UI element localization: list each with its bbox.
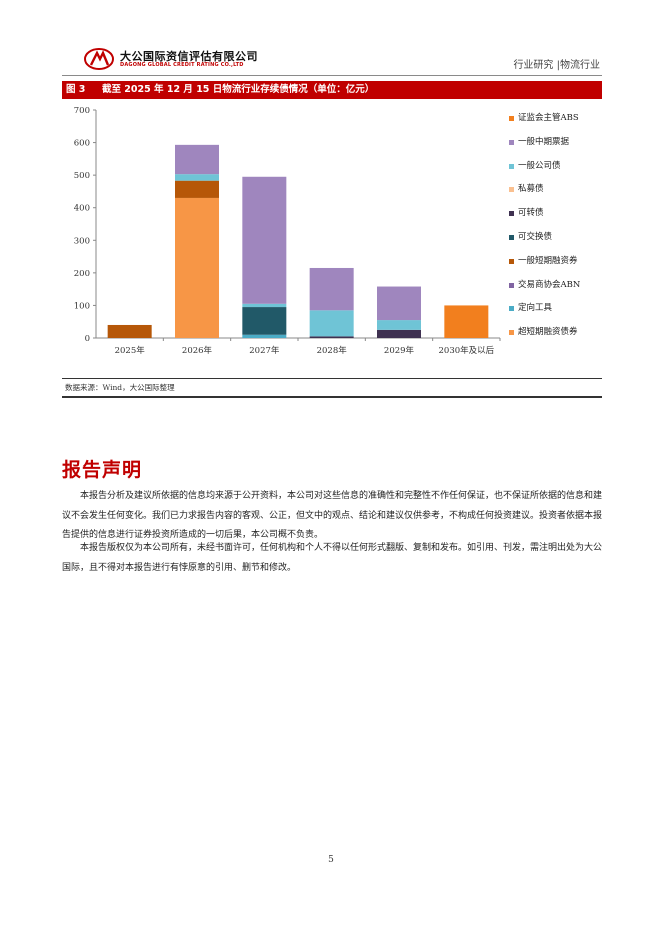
header-divider bbox=[62, 75, 602, 76]
bar-segment bbox=[444, 305, 489, 338]
legend-label: 私募债 bbox=[518, 184, 544, 195]
stacked-bar-chart: 0 100 200 300 400 500 600 700 2025年 2026年 2027年 202… bbox=[62, 100, 602, 375]
bar-segment bbox=[242, 176, 287, 304]
chart-canvas: 0 100 200 300 400 500 600 700 2025年 2026年 2027年 202… bbox=[74, 106, 501, 356]
y-tick-label: 300 bbox=[74, 236, 90, 246]
x-tick-label: 2025年 bbox=[115, 345, 146, 356]
data-source: 数据来源：Wind，大公国际整理 bbox=[65, 383, 175, 392]
source-divider-bottom bbox=[62, 396, 602, 398]
x-tick-label: 2026年 bbox=[182, 345, 213, 356]
bar-segment bbox=[175, 144, 219, 175]
legend-item: 可交换债 bbox=[509, 230, 604, 254]
legend-label: 证监会主管ABS bbox=[518, 113, 579, 123]
bar-segment bbox=[309, 336, 354, 338]
legend-swatch bbox=[509, 258, 514, 264]
x-tick-label: 2028年 bbox=[317, 345, 348, 356]
y-tick-label: 500 bbox=[74, 171, 90, 181]
legend-swatch bbox=[509, 163, 514, 169]
legend-label: 可转债 bbox=[518, 208, 544, 219]
legend-label: 可交换债 bbox=[518, 231, 553, 242]
legend-item: 定向工具 bbox=[509, 301, 604, 325]
bar-segment bbox=[175, 174, 219, 181]
legend-item: 一般公司债 bbox=[509, 159, 604, 183]
figure-number: 图 3 bbox=[66, 84, 86, 95]
legend-swatch bbox=[509, 282, 514, 288]
x-tick-label: 2027年 bbox=[249, 345, 280, 356]
source-divider-top bbox=[62, 378, 602, 379]
bar-segment bbox=[175, 197, 219, 338]
bar-segment bbox=[107, 324, 152, 338]
y-tick-label: 100 bbox=[74, 301, 90, 311]
bar-segment bbox=[242, 307, 287, 335]
legend-item: 一般中期票据 bbox=[509, 135, 604, 159]
y-tick-label: 600 bbox=[74, 139, 90, 149]
legend-swatch bbox=[509, 306, 514, 312]
y-tick-label: 700 bbox=[74, 106, 90, 116]
page-number: 5 bbox=[328, 855, 334, 865]
legend-swatch bbox=[509, 187, 514, 193]
legend-item: 超短期融资债券 bbox=[509, 325, 604, 349]
figure-title-bar: 图 3 截至 2025 年 12 月 15 日物流行业存续债情况（单位：亿元） bbox=[62, 81, 602, 99]
report-category: 行业研究 |物流行业 bbox=[513, 60, 600, 71]
legend-swatch bbox=[509, 116, 514, 121]
page-header: 大公国际资信评估有限公司 DAGONG GLOBAL CREDIT RATING… bbox=[62, 44, 602, 78]
legend-label: 一般短期融资券 bbox=[518, 255, 578, 266]
legend-label: 定向工具 bbox=[518, 303, 553, 314]
legend-label: 超短期融资债券 bbox=[518, 327, 578, 338]
legend-item: 私募债 bbox=[509, 182, 604, 206]
bar-segment bbox=[377, 286, 421, 321]
legend-swatch bbox=[509, 139, 514, 145]
section-title: 报告声明 bbox=[62, 459, 143, 481]
disclaimer-paragraph-1: 本报告分析及建议所依据的信息均来源于公开资料，本公司对这些信息的准确性和完整性不… bbox=[62, 491, 603, 540]
legend-swatch bbox=[509, 211, 514, 217]
legend-swatch bbox=[509, 330, 514, 336]
legend-swatch bbox=[509, 234, 514, 240]
chart-legend: 证监会主管ABS 一般中期票据 一般公司债私募债可转债可交换债一般短期融资券 交易商协… bbox=[509, 111, 604, 349]
bar-segment bbox=[309, 310, 354, 337]
legend-item: 证监会主管ABS bbox=[509, 111, 604, 135]
bar-segment bbox=[377, 329, 421, 338]
x-tick-label: 2030年及以后 bbox=[439, 345, 495, 356]
y-tick-label: 0 bbox=[85, 334, 90, 344]
bar-segment bbox=[242, 334, 287, 338]
bar-segment bbox=[377, 320, 421, 330]
bar-segment bbox=[309, 267, 354, 311]
company-name-cn: 大公国际资信评估有限公司 bbox=[120, 50, 258, 63]
bar-segment bbox=[242, 303, 287, 308]
x-tick-label: 2029年 bbox=[384, 345, 415, 356]
disclaimer-paragraph-2: 本报告版权仅为本公司所有，未经书面许可，任何机构和个人不得以任何形式翻版、复制和… bbox=[62, 543, 603, 573]
legend-item: 可转债 bbox=[509, 206, 604, 230]
company-name-en: DAGONG GLOBAL CREDIT RATING CO.,LTD bbox=[120, 62, 244, 68]
legend-label: 一般中期票据 bbox=[518, 136, 570, 147]
y-tick-label: 400 bbox=[74, 204, 90, 214]
figure-title: 截至 2025 年 12 月 15 日物流行业存续债情况（单位：亿元） bbox=[102, 84, 375, 95]
legend-label: 交易商协会ABN bbox=[518, 279, 581, 290]
legend-item: 交易商协会ABN bbox=[509, 278, 604, 302]
legend-label: 一般公司债 bbox=[518, 160, 561, 171]
dagong-logo-icon bbox=[84, 48, 114, 70]
legend-item: 一般短期融资券 bbox=[509, 254, 604, 278]
bar-segment bbox=[175, 180, 219, 198]
y-tick-label: 200 bbox=[74, 269, 90, 279]
